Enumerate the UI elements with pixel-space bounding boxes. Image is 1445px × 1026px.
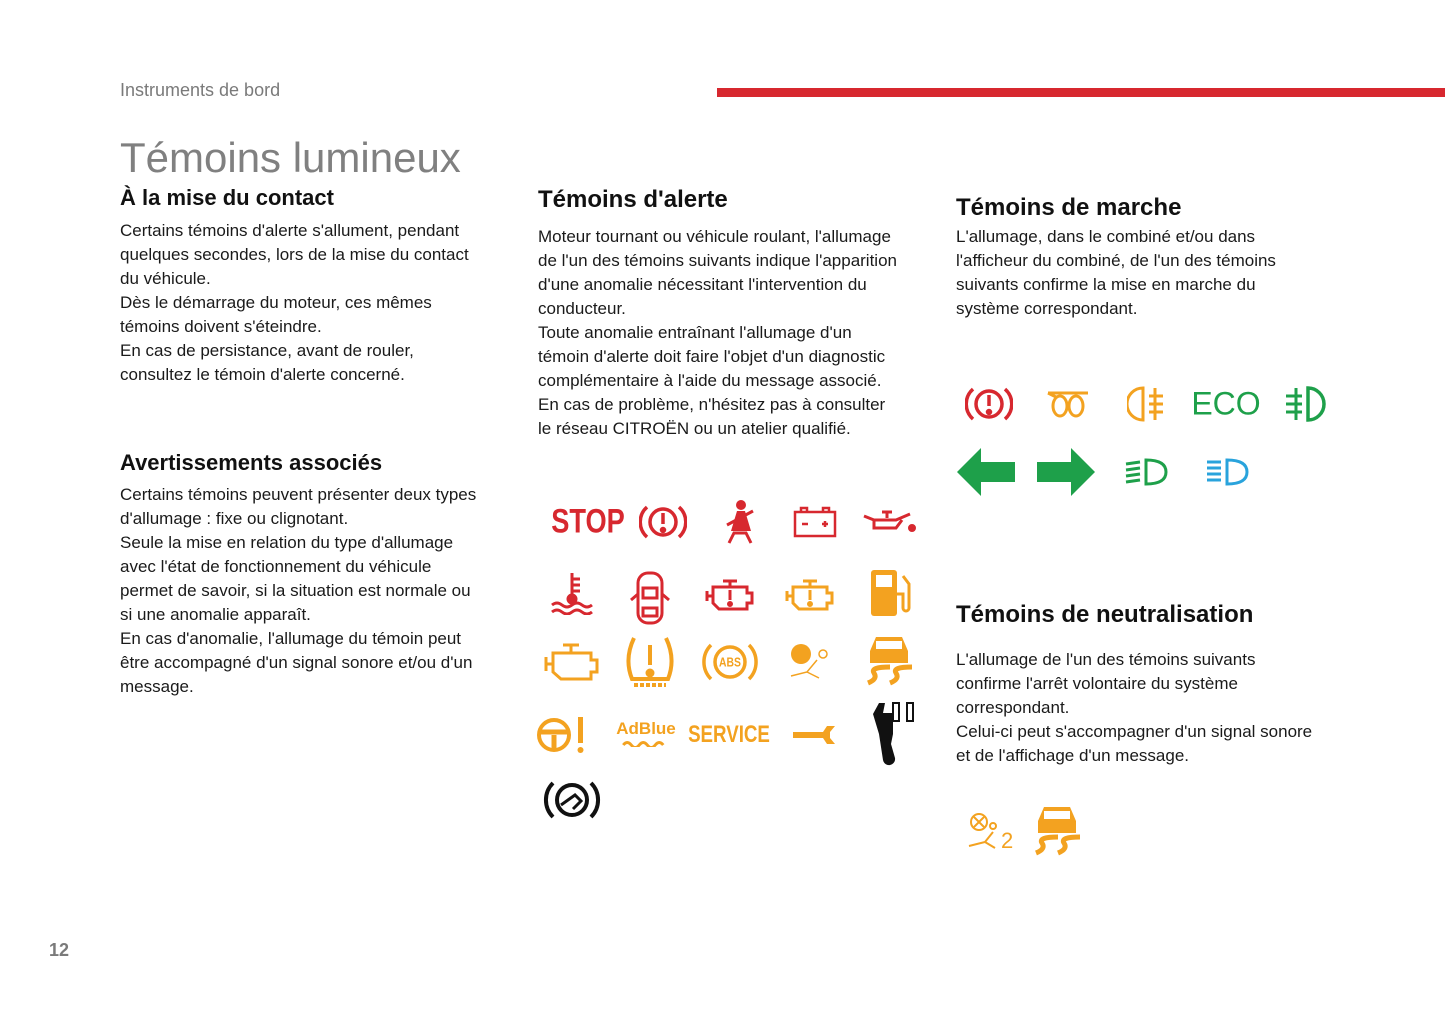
preheating-icon (1046, 389, 1090, 419)
text-line: consultez le témoin d'alerte concerné. (120, 365, 405, 384)
stability-control-icon (864, 633, 914, 687)
text-line: L'allumage, dans le combiné et/ou dans (956, 227, 1256, 246)
heading-mise-du-contact: À la mise du contact (120, 185, 334, 210)
text-line: En cas de persistance, avant de rouler, (120, 341, 414, 360)
text-line: de l'un des témoins suivants indique l'a… (538, 251, 897, 270)
header-bar (717, 88, 1445, 97)
text-line: complémentaire à l'aide du message assoc… (538, 371, 882, 390)
wrench-icon (791, 724, 839, 746)
brake-indicator-icon (965, 384, 1013, 424)
para-marche: L'allumage, dans le combiné et/ou dans l'… (956, 225, 1276, 321)
text-line: quelques secondes, lors de la mise du co… (120, 245, 469, 264)
seatbelt-icon (721, 499, 759, 545)
text-line: Toute anomalie entraînant l'allumage d'u… (538, 323, 852, 342)
electric-parking-brake-icon (543, 779, 601, 821)
heading-marche: Témoins de marche (956, 194, 1182, 221)
text-line: avec l'état de fonctionnement du véhicul… (120, 557, 432, 576)
coolant-temperature-icon (549, 571, 595, 615)
fuel-low-icon (867, 568, 911, 618)
oil-pressure-icon (862, 508, 916, 536)
para-alerte: Moteur tournant ou véhicule roulant, l'a… (538, 225, 897, 441)
door-open-icon (628, 570, 672, 626)
engine-fault-orange-icon (785, 577, 835, 613)
text-line: Celui-ci peut s'accompagner d'un signal … (956, 722, 1313, 741)
text-line: conducteur. (538, 299, 626, 318)
heading-neutralisation: Témoins de neutralisation (956, 601, 1254, 628)
text-line: suivants confirme la mise en marche du (956, 275, 1256, 294)
para-avertissements: Certains témoins peuvent présenter deux … (120, 483, 476, 699)
text-line: l'afficheur du combiné, de l'un des témo… (956, 251, 1276, 270)
text-line: système correspondant. (956, 299, 1138, 318)
text-line: d'allumage : fixe ou clignotant. (120, 509, 349, 528)
adblue-label: AdBlue (616, 719, 676, 738)
heading-avertissements: Avertissements associés (120, 450, 383, 475)
para-mise-du-contact: Certains témoins d'alerte s'allument, pe… (120, 219, 469, 387)
text-line: témoins doivent s'éteindre. (120, 317, 322, 336)
engine-fault-red-icon (705, 577, 755, 613)
text-line: correspondant. (956, 698, 1070, 717)
main-beam-icon (1205, 457, 1251, 487)
text-line: et de l'affichage d'un message. (956, 746, 1190, 765)
dipped-beam-icon (1124, 457, 1170, 487)
text-line: du véhicule. (120, 269, 211, 288)
left-indicator-icon (955, 446, 1017, 498)
heading-alerte: Témoins d'alerte (538, 186, 728, 213)
page-number: 12 (49, 940, 70, 960)
abs-label: ABS (719, 654, 741, 670)
text-line: être accompagné d'un signal sonore et/ou… (120, 653, 473, 672)
text-line: Certains témoins d'alerte s'allument, pe… (120, 221, 460, 240)
text-line: si une anomalie apparaît. (120, 605, 311, 624)
page-title: Témoins lumineux (120, 134, 461, 181)
service-icon: SERVICE (688, 721, 770, 748)
eco-icon: ECO (1191, 385, 1261, 422)
text-line: témoin d'alerte doit faire l'objet d'un … (538, 347, 886, 366)
para-neutralisation: L'allumage de l'un des témoins suivants c… (956, 648, 1312, 768)
text-line: le réseau CITROËN ou un atelier qualifié… (538, 419, 851, 438)
airbag-icon (787, 642, 833, 682)
text-line: message. (120, 677, 194, 696)
battery-icon (792, 506, 838, 538)
brake-warning-icon (639, 502, 687, 542)
text-line: Seule la mise en relation du type d'allu… (120, 533, 454, 552)
section-label: Instruments de bord (120, 80, 281, 100)
text-line: Moteur tournant ou véhicule roulant, l'a… (538, 227, 891, 246)
text-line: Certains témoins peuvent présenter deux … (120, 485, 477, 504)
adblue-icon: AdBlue (616, 719, 676, 747)
rear-fog-light-icon (1127, 385, 1171, 423)
engine-warning-icon (543, 641, 601, 683)
text-line: Dès le démarrage du moteur, ces mêmes (120, 293, 432, 312)
text-line: d'une anomalie nécessitant l'interventio… (538, 275, 867, 294)
foot-on-brake-icon (871, 700, 923, 766)
text-line: L'allumage de l'un des témoins suivants (956, 650, 1256, 669)
stability-control-off-icon (1032, 803, 1082, 857)
steering-fault-icon (536, 714, 588, 756)
text-line: En cas d'anomalie, l'allumage du témoin … (120, 629, 462, 648)
passenger-airbag-off-icon: 2 (965, 810, 1015, 854)
stop-icon: STOP (551, 502, 625, 541)
abs-icon: ABS (702, 640, 758, 684)
text-line: confirme l'arrêt volontaire du système (956, 674, 1238, 693)
front-fog-light-icon (1282, 385, 1330, 423)
text-line: permet de savoir, si la situation est no… (120, 581, 471, 600)
right-indicator-icon (1035, 446, 1097, 498)
tyre-pressure-icon (622, 635, 678, 689)
text-line: En cas de problème, n'hésitez pas à cons… (538, 395, 886, 414)
